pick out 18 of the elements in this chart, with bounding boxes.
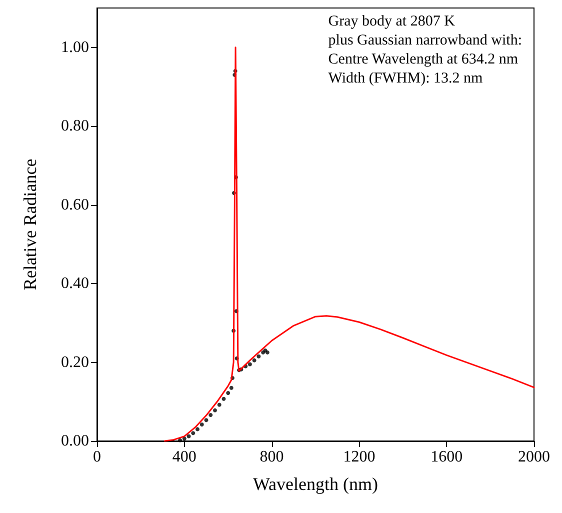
y-tick-label: 0.40 [61,275,89,292]
x-axis-title: Wavelength (nm) [252,474,378,494]
x-tick-label: 800 [260,448,284,466]
x-tick-label: 2000 [518,448,550,466]
annotation: Width (FWHM): 13.2 nm [328,70,483,86]
y-tick-label: 0.60 [61,196,89,214]
y-tick-label: 0.20 [61,354,89,371]
x-tick-label: 0 [93,448,101,466]
y-tick-label: 0.00 [61,432,89,450]
x-tick-label: 1600 [430,448,463,466]
annotation: Gray body at 2807 K [328,14,456,30]
y-axis-title: Relative Radiance [20,158,40,290]
x-tick-label: 1200 [343,448,376,466]
annotation: Centre Wavelength at 634.2 nm [328,52,518,68]
x-tick-label: 400 [172,448,196,466]
annotation: plus Gaussian narrowband with: [328,32,522,48]
y-tick-label: 0.80 [61,118,89,135]
y-tick-label: 1.00 [61,38,89,56]
